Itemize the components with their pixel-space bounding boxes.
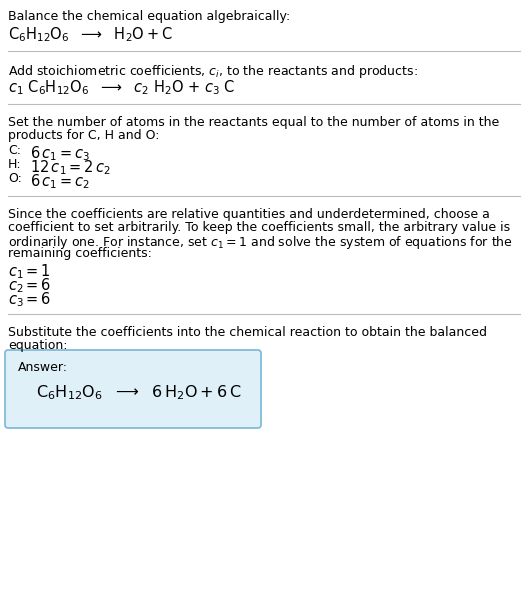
Text: O:: O: xyxy=(8,172,22,185)
Text: Since the coefficients are relative quantities and underdetermined, choose a: Since the coefficients are relative quan… xyxy=(8,208,490,221)
Text: Add stoichiometric coefficients, $c_i$, to the reactants and products:: Add stoichiometric coefficients, $c_i$, … xyxy=(8,63,418,80)
Text: equation:: equation: xyxy=(8,339,68,352)
Text: $c_1$ $\mathregular{C_6H_{12}O_6}$  $\longrightarrow$  $c_2$ $\mathregular{H_2O}: $c_1$ $\mathregular{C_6H_{12}O_6}$ $\lon… xyxy=(8,78,235,97)
Text: remaining coefficients:: remaining coefficients: xyxy=(8,247,152,260)
Text: $c_1 = 1$: $c_1 = 1$ xyxy=(8,262,51,281)
Text: $c_3 = 6$: $c_3 = 6$ xyxy=(8,290,51,308)
Text: Balance the chemical equation algebraically:: Balance the chemical equation algebraica… xyxy=(8,10,290,23)
Text: C:: C: xyxy=(8,144,21,157)
Text: H:: H: xyxy=(8,158,22,171)
FancyBboxPatch shape xyxy=(5,350,261,428)
Text: $6\,c_1 = c_3$: $6\,c_1 = c_3$ xyxy=(30,144,90,163)
Text: ordinarily one. For instance, set $c_1 = 1$ and solve the system of equations fo: ordinarily one. For instance, set $c_1 =… xyxy=(8,234,513,251)
Text: Set the number of atoms in the reactants equal to the number of atoms in the: Set the number of atoms in the reactants… xyxy=(8,116,499,129)
Text: $\mathregular{C_6H_{12}O_6}$  $\longrightarrow$  $\mathregular{6\,H_2O + 6\,C}$: $\mathregular{C_6H_{12}O_6}$ $\longright… xyxy=(36,383,241,401)
Text: $c_2 = 6$: $c_2 = 6$ xyxy=(8,276,51,295)
Text: Answer:: Answer: xyxy=(18,361,68,374)
Text: coefficient to set arbitrarily. To keep the coefficients small, the arbitrary va: coefficient to set arbitrarily. To keep … xyxy=(8,221,510,234)
Text: Substitute the coefficients into the chemical reaction to obtain the balanced: Substitute the coefficients into the che… xyxy=(8,326,487,339)
Text: $6\,c_1 = c_2$: $6\,c_1 = c_2$ xyxy=(30,172,90,191)
Text: $12\,c_1 = 2\,c_2$: $12\,c_1 = 2\,c_2$ xyxy=(30,158,111,177)
Text: products for C, H and O:: products for C, H and O: xyxy=(8,129,159,142)
Text: $\mathregular{C_6H_{12}O_6}$  $\longrightarrow$  $\mathregular{H_2O + C}$: $\mathregular{C_6H_{12}O_6}$ $\longright… xyxy=(8,25,173,43)
